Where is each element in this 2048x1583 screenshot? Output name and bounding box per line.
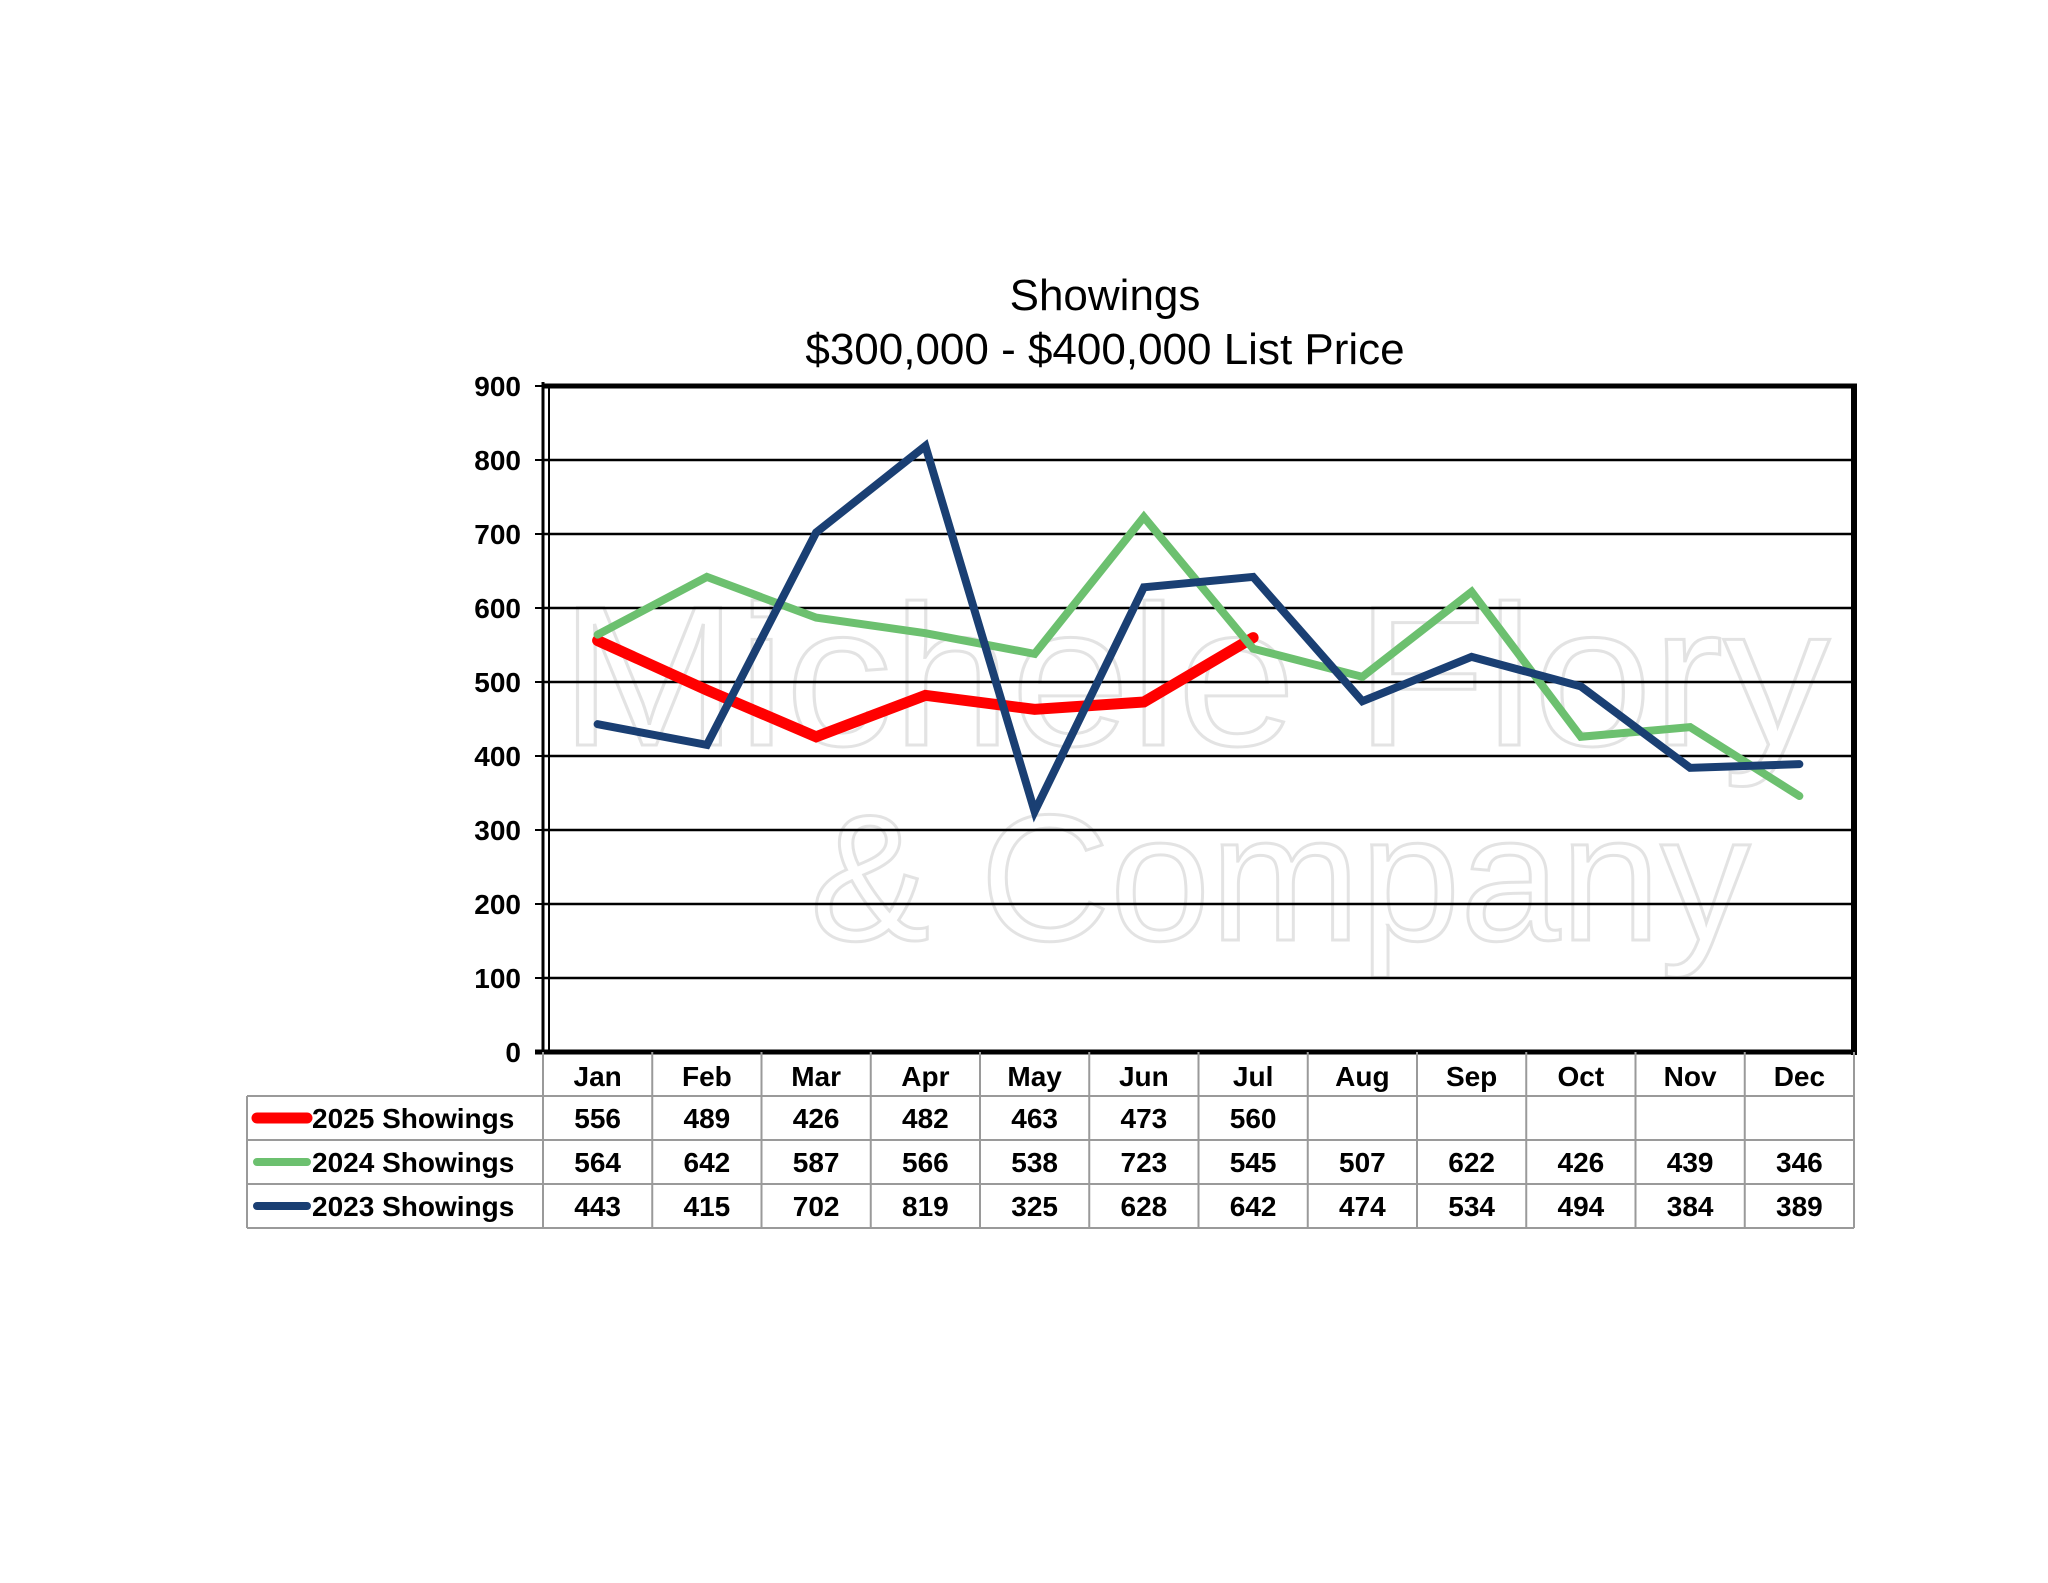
data-label: 473 <box>1121 1103 1168 1134</box>
data-label: 560 <box>1230 1103 1277 1134</box>
x-tick-label: Apr <box>901 1061 949 1092</box>
data-label: 494 <box>1558 1191 1605 1222</box>
y-axis: 0 100 200 300 400 500 600 700 800 900 <box>474 371 543 1068</box>
data-label: 534 <box>1448 1191 1495 1222</box>
data-label: 702 <box>793 1191 840 1222</box>
legend-label: 2024 Showings <box>312 1147 514 1178</box>
data-label: 545 <box>1230 1147 1277 1178</box>
series-lines <box>592 439 1804 823</box>
y-tick-label: 200 <box>474 889 521 920</box>
data-label: 819 <box>902 1191 949 1222</box>
x-tick-label: Sep <box>1446 1061 1497 1092</box>
x-tick-label: Jul <box>1233 1061 1273 1092</box>
legend-label: 2023 Showings <box>312 1191 514 1222</box>
x-tick-label: Jun <box>1119 1061 1169 1092</box>
y-tick-label: 300 <box>474 815 521 846</box>
data-label: 384 <box>1667 1191 1714 1222</box>
data-label: 507 <box>1339 1147 1386 1178</box>
x-tick-label: Nov <box>1664 1061 1717 1092</box>
data-label: 426 <box>793 1103 840 1134</box>
y-tick-label: 800 <box>474 445 521 476</box>
data-label: 566 <box>902 1147 949 1178</box>
data-label: 538 <box>1011 1147 1058 1178</box>
data-label: 443 <box>574 1191 621 1222</box>
x-tick-label: Jan <box>574 1061 622 1092</box>
x-tick-label: Oct <box>1558 1061 1605 1092</box>
y-tick-label: 500 <box>474 667 521 698</box>
y-tick-label: 100 <box>474 963 521 994</box>
data-label: 642 <box>1230 1191 1277 1222</box>
y-tick-label: 900 <box>474 371 521 402</box>
data-label: 628 <box>1121 1191 1168 1222</box>
data-label: 489 <box>684 1103 731 1134</box>
x-tick-label: Mar <box>791 1061 841 1092</box>
chart-title: Showings <box>1010 271 1201 320</box>
chart-subtitle: $300,000 - $400,000 List Price <box>805 325 1404 374</box>
data-label: 622 <box>1448 1147 1495 1178</box>
data-label: 463 <box>1011 1103 1058 1134</box>
legend-label: 2025 Showings <box>312 1103 514 1134</box>
y-tick-label: 700 <box>474 519 521 550</box>
x-tick-label: Dec <box>1774 1061 1825 1092</box>
data-label: 426 <box>1558 1147 1605 1178</box>
data-label: 389 <box>1776 1191 1823 1222</box>
data-label: 439 <box>1667 1147 1714 1178</box>
data-label: 474 <box>1339 1191 1386 1222</box>
series-line-2025 <box>592 632 1259 743</box>
data-label: 642 <box>684 1147 731 1178</box>
data-label: 723 <box>1121 1147 1168 1178</box>
data-label: 556 <box>574 1103 621 1134</box>
data-label: 325 <box>1011 1191 1058 1222</box>
data-label: 564 <box>574 1147 621 1178</box>
watermark-logo: Michele Flory & Company <box>559 564 1832 981</box>
y-tick-label: 400 <box>474 741 521 772</box>
x-tick-label: Feb <box>682 1061 732 1092</box>
y-tick-label: 600 <box>474 593 521 624</box>
watermark-line-2: & Company <box>810 778 1750 979</box>
data-table: Jan Feb Mar Apr May Jun Jul Aug Sep Oct Nov Dec 2025… <box>246 1052 1855 1229</box>
x-tick-label: May <box>1007 1061 1062 1092</box>
data-label: 482 <box>902 1103 949 1134</box>
data-label: 587 <box>793 1147 840 1178</box>
x-tick-label: Aug <box>1335 1061 1389 1092</box>
series-line-2023 <box>593 439 1804 823</box>
data-label: 346 <box>1776 1147 1823 1178</box>
y-tick-label: 0 <box>505 1037 521 1068</box>
data-label: 415 <box>684 1191 731 1222</box>
plot-frame <box>535 382 1857 1055</box>
